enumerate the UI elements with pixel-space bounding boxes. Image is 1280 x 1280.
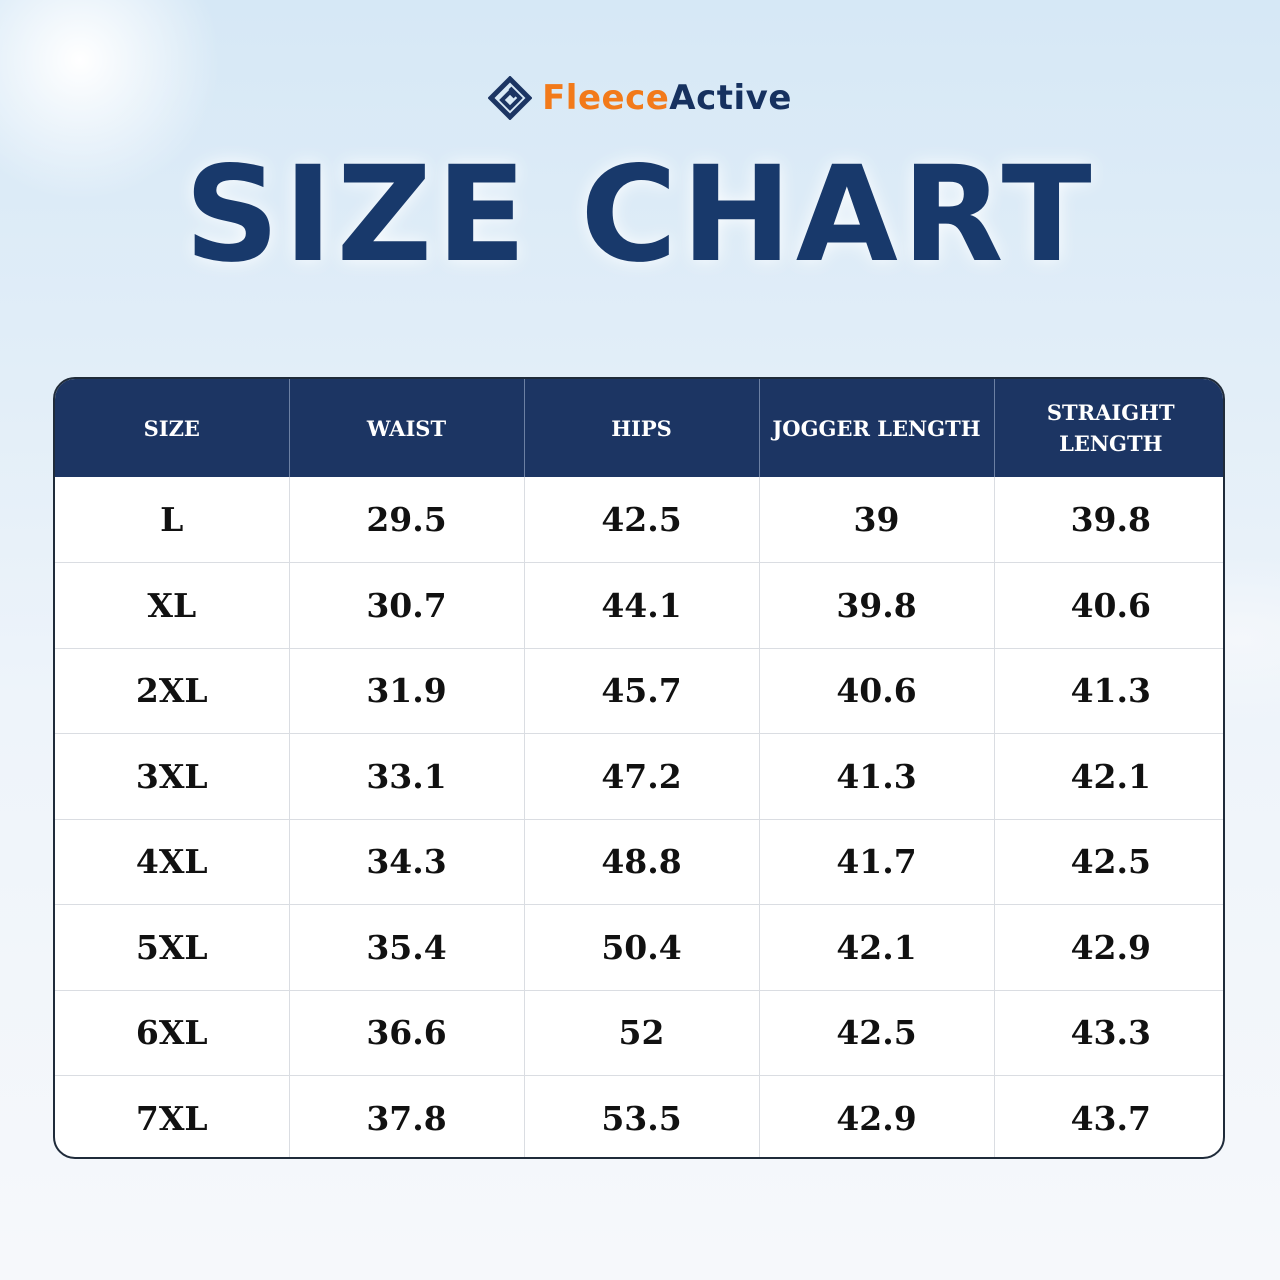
table-row: 5XL 35.4 50.4 42.1 42.9 (55, 904, 1223, 991)
table-row: 7XL 37.8 53.5 42.9 43.7 (55, 1075, 1223, 1157)
cell-straight-length: 42.1 (994, 733, 1223, 820)
table-row: 2XL 31.9 45.7 40.6 41.3 (55, 648, 1223, 734)
column-header-size: SIZE (55, 379, 290, 477)
table-row: 6XL 36.6 52 42.5 43.3 (55, 990, 1223, 1076)
cell-jogger-length: 42.1 (759, 904, 995, 991)
cell-jogger-length: 41.3 (759, 733, 995, 820)
cell-straight-length: 42.9 (994, 904, 1223, 991)
cell-size: 2XL (55, 648, 290, 734)
cell-straight-length: 43.7 (1070, 1099, 1151, 1138)
cell-waist: 31.9 (289, 648, 525, 734)
page-title: SIZE CHART (184, 138, 1096, 292)
table-row: XL 30.7 44.1 39.8 40.6 (55, 562, 1223, 649)
cell-hips: 47.2 (524, 733, 760, 820)
table-body: L 29.5 42.5 39 39.8 XL 30.7 44.1 39.8 40.6 2XL 31.9… (55, 477, 1223, 1157)
cell-waist: 33.1 (289, 733, 525, 820)
cell-jogger-length: 42.9 (759, 1075, 995, 1157)
cell-size: 5XL (55, 904, 290, 991)
cell-straight-length: 39.8 (994, 477, 1223, 563)
cell-size: 7XL (55, 1075, 290, 1157)
cell-jogger-length: 41.7 (759, 819, 995, 905)
cell-hips: 52 (524, 990, 760, 1076)
table-header-row: SIZE WAIST HIPS JOGGER LENGTH STRAIGHT L… (55, 379, 1223, 477)
table-row: 3XL 33.1 47.2 41.3 42.1 (55, 733, 1223, 820)
column-header-waist: WAIST (289, 379, 525, 477)
cell-waist: 30.7 (289, 562, 525, 649)
size-table: SIZE WAIST HIPS JOGGER LENGTH STRAIGHT L… (53, 377, 1225, 1159)
cell-waist: 36.6 (289, 990, 525, 1076)
column-header-hips: HIPS (524, 379, 760, 477)
cell-hips: 50.4 (524, 904, 760, 991)
cell-size: 6XL (55, 990, 290, 1076)
cell-size: 4XL (55, 819, 290, 905)
brand-name: FleeceActive (542, 78, 792, 118)
cell-jogger-length: 39 (759, 477, 995, 563)
cell-waist: 35.4 (289, 904, 525, 991)
cell-hips: 45.7 (524, 648, 760, 734)
cell-jogger-length: 42.5 (759, 990, 995, 1076)
column-header-jogger-length: JOGGER LENGTH (759, 379, 995, 477)
cell-waist: 29.5 (289, 477, 525, 563)
cell-jogger-length: 39.8 (759, 562, 995, 649)
brand-name-active: Active (669, 78, 792, 118)
cell-straight-length: 41.3 (994, 648, 1223, 734)
cell-straight-length: 42.5 (994, 819, 1223, 905)
cell-hips: 44.1 (524, 562, 760, 649)
cell-jogger-length: 40.6 (759, 648, 995, 734)
brand-header: FleeceActive (0, 72, 1280, 124)
cell-straight-length: 43.3 (994, 990, 1223, 1076)
column-header-straight-length: STRAIGHT LENGTH (1046, 400, 1175, 456)
cell-waist: 34.3 (289, 819, 525, 905)
table-row: 4XL 34.3 48.8 41.7 42.5 (55, 819, 1223, 905)
cell-waist: 37.8 (289, 1075, 525, 1157)
cell-size: L (55, 477, 290, 563)
cell-size: 3XL (55, 733, 290, 820)
cell-hips: 53.5 (524, 1075, 760, 1157)
brand-name-fleece: Fleece (542, 78, 670, 118)
cell-size: XL (55, 562, 290, 649)
cell-hips: 42.5 (524, 477, 760, 563)
cell-hips: 48.8 (524, 819, 760, 905)
table-row: L 29.5 42.5 39 39.8 (55, 477, 1223, 563)
cell-straight-length: 40.6 (994, 562, 1223, 649)
fleeceactive-logo-icon (488, 76, 533, 120)
